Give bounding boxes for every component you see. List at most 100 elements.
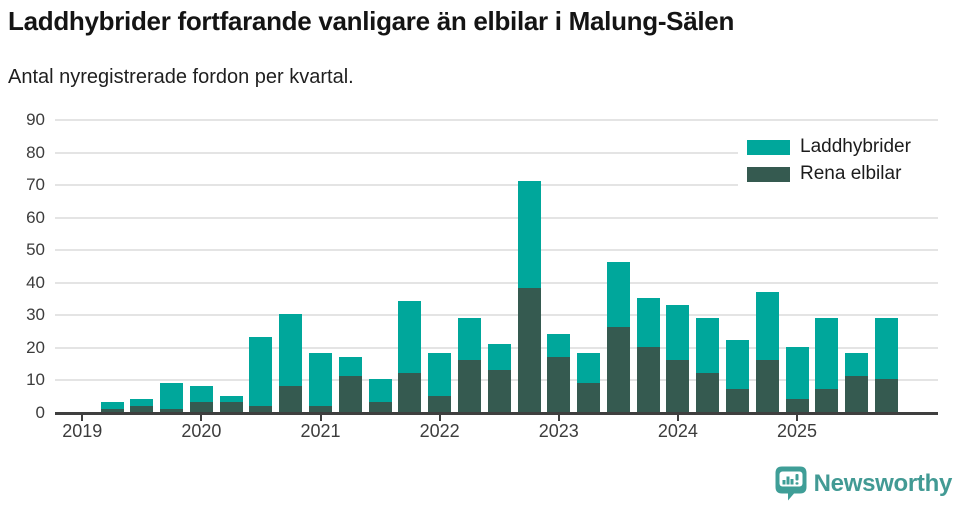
bar-segment-laddhybrider — [696, 317, 720, 373]
bar-segment-rena-elbilar — [309, 405, 333, 412]
x-tick-label-2025: 2025 — [776, 421, 818, 441]
bar-segment-laddhybrider — [309, 353, 333, 406]
legend-label: Rena elbilar — [800, 163, 902, 184]
y-tick-label-80: 80 — [26, 142, 45, 162]
bar-2019-Q2 — [100, 402, 124, 412]
bar-2025-Q1 — [785, 346, 809, 412]
bar-2020-Q2 — [219, 395, 243, 412]
brand-link[interactable]: Newsworthy — [775, 466, 952, 501]
bar-segment-laddhybrider — [785, 346, 809, 399]
legend-label: Laddhybrider — [800, 136, 911, 157]
x-tick-2024 — [676, 413, 679, 421]
bar-segment-laddhybrider — [160, 382, 184, 409]
bar-segment-laddhybrider — [338, 356, 362, 377]
bar-segment-laddhybrider — [755, 291, 779, 360]
bar-segment-rena-elbilar — [338, 376, 362, 412]
bar-2020-Q1 — [189, 385, 213, 412]
x-tick-label-2023: 2023 — [538, 421, 579, 441]
bar-2023-Q1 — [547, 333, 571, 412]
legend-item-laddhybrider: Laddhybrider — [747, 136, 938, 158]
y-tick-label-70: 70 — [26, 175, 45, 195]
bar-segment-laddhybrider — [368, 379, 392, 403]
bar-segment-rena-elbilar — [160, 408, 184, 412]
bar-segment-rena-elbilar — [755, 359, 779, 412]
gridline-90 — [55, 119, 938, 121]
bar-segment-rena-elbilar — [577, 382, 601, 412]
x-axis-line — [55, 412, 938, 415]
bar-segment-rena-elbilar — [636, 346, 660, 412]
x-tick-label-2020: 2020 — [181, 421, 222, 441]
bar-segment-laddhybrider — [487, 343, 511, 370]
x-tick-2022 — [438, 413, 441, 421]
x-tick-2019 — [81, 413, 84, 421]
bar-segment-laddhybrider — [189, 385, 213, 403]
bar-segment-laddhybrider — [666, 304, 690, 360]
y-tick-label-50: 50 — [26, 240, 45, 260]
bar-segment-laddhybrider — [100, 402, 124, 409]
y-tick-label-10: 10 — [26, 370, 45, 390]
bar-segment-laddhybrider — [815, 317, 839, 390]
x-tick-2020 — [200, 413, 203, 421]
gridline-40 — [55, 281, 938, 284]
chart-subtitle: Antal nyregistrerade fordon per kvartal. — [8, 66, 354, 88]
bar-segment-laddhybrider — [398, 301, 422, 373]
y-tick-label-20: 20 — [26, 337, 45, 357]
y-tick-label-60: 60 — [26, 207, 45, 227]
legend: Laddhybrider Rena elbilar — [738, 132, 938, 189]
bar-2022-Q1 — [428, 353, 452, 412]
bar-segment-rena-elbilar — [457, 359, 481, 412]
legend-swatch — [747, 166, 790, 182]
x-tick-2023 — [557, 413, 560, 421]
bar-2024-Q1 — [666, 304, 690, 412]
x-tick-label-2024: 2024 — [657, 421, 698, 441]
legend-item-rena-elbilar: Rena elbilar — [747, 163, 938, 185]
bar-2023-Q3 — [606, 262, 630, 412]
bar-2022-Q4 — [517, 180, 541, 412]
gridline-60 — [55, 216, 938, 219]
bar-segment-rena-elbilar — [189, 402, 213, 412]
bar-segment-laddhybrider — [219, 395, 243, 403]
bar-2022-Q2 — [457, 317, 481, 412]
bar-segment-rena-elbilar — [666, 359, 690, 412]
bar-segment-rena-elbilar — [845, 376, 869, 412]
bar-segment-rena-elbilar — [249, 405, 273, 412]
bar-2024-Q4 — [755, 291, 779, 412]
bar-2023-Q4 — [636, 298, 660, 412]
bar-2024-Q2 — [696, 317, 720, 412]
bar-segment-rena-elbilar — [368, 402, 392, 412]
gridline-70 — [55, 184, 938, 187]
bar-2022-Q3 — [487, 343, 511, 412]
bar-2025-Q4 — [874, 317, 898, 412]
bar-segment-rena-elbilar — [219, 402, 243, 412]
gridline-50 — [55, 249, 938, 252]
bar-segment-laddhybrider — [517, 180, 541, 289]
bar-segment-laddhybrider — [279, 314, 303, 386]
bar-segment-rena-elbilar — [517, 288, 541, 412]
y-tick-label-0: 0 — [35, 403, 45, 422]
bar-segment-rena-elbilar — [725, 389, 749, 412]
bar-2021-Q2 — [338, 356, 362, 412]
gridline-80 — [55, 151, 938, 154]
bar-segment-rena-elbilar — [785, 398, 809, 412]
bar-2019-Q4 — [160, 382, 184, 412]
bar-2025-Q2 — [815, 317, 839, 412]
x-tick-2025 — [796, 413, 799, 421]
bar-segment-rena-elbilar — [130, 405, 154, 412]
bar-segment-rena-elbilar — [487, 369, 511, 412]
bar-segment-laddhybrider — [874, 317, 898, 380]
x-tick-label-2021: 2021 — [300, 421, 341, 441]
bar-segment-laddhybrider — [130, 399, 154, 406]
brand-footer: Newsworthy — [775, 466, 952, 501]
bar-2020-Q3 — [249, 337, 273, 412]
x-tick-label-2022: 2022 — [419, 421, 460, 441]
bar-segment-rena-elbilar — [279, 385, 303, 412]
bar-segment-rena-elbilar — [428, 395, 452, 412]
bar-segment-laddhybrider — [457, 317, 481, 360]
bar-segment-rena-elbilar — [815, 389, 839, 412]
bar-2024-Q3 — [725, 340, 749, 412]
bar-2019-Q3 — [130, 399, 154, 412]
x-tick-2021 — [319, 413, 322, 421]
bar-segment-laddhybrider — [547, 333, 571, 357]
bar-2025-Q3 — [845, 353, 869, 412]
